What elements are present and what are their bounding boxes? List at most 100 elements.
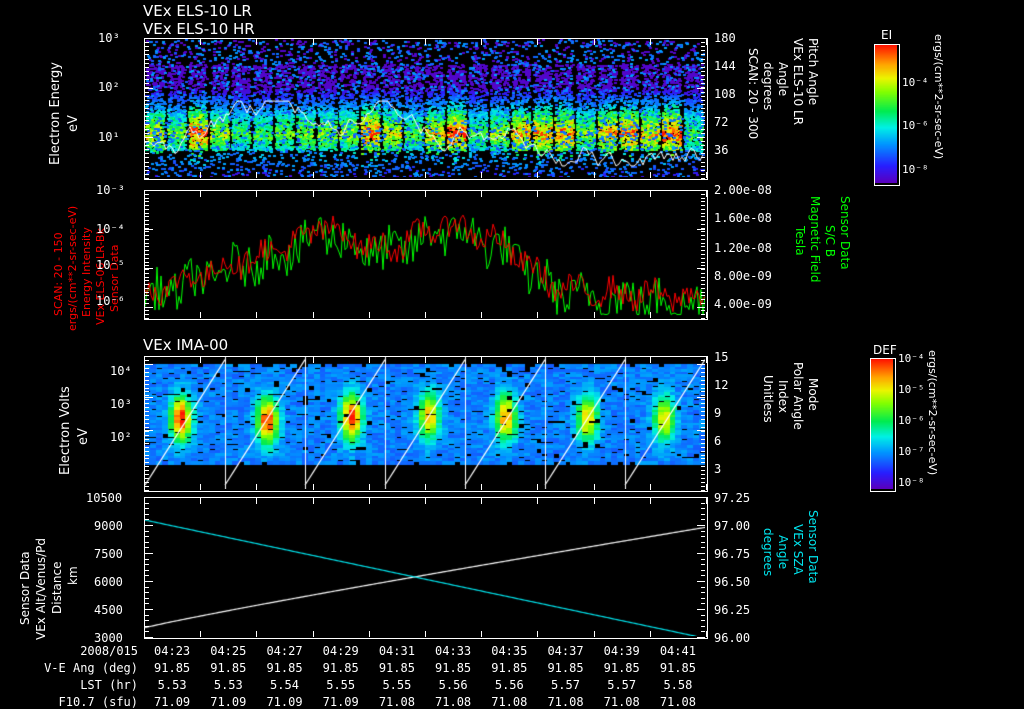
axis-minor-tick (701, 190, 705, 191)
time-axis-tick (200, 357, 202, 363)
ion-spectrogram-plot[interactable] (144, 356, 708, 492)
axis-minor-tick (145, 132, 149, 134)
time-axis-tick (425, 39, 426, 45)
axis-minor-tick (701, 434, 705, 436)
axis-minor-tick (145, 257, 149, 259)
footer-row-label: V-E Ang (deg) (44, 661, 138, 675)
axis-minor-tick (145, 306, 149, 308)
panel4-right-axis-label-1: Sensor Data (806, 510, 820, 584)
axis-minor-tick (145, 50, 149, 52)
axis-minor-tick (701, 91, 705, 93)
axis-minor-tick (145, 356, 149, 357)
panel3-title: VEx IMA-00 (143, 336, 229, 354)
panel1-ytick-1: 10² (98, 80, 120, 94)
panel1-y2tick-0: 180 (714, 31, 736, 45)
electron-energy-spectrogram-plot[interactable] (144, 38, 708, 180)
energy-intensity-magnetic-field-plot[interactable] (144, 190, 708, 320)
footer-cell: 71.09 (210, 695, 247, 709)
time-axis-tick (368, 631, 370, 637)
axis-minor-tick (145, 442, 149, 444)
axis-minor-tick (145, 128, 149, 130)
time-axis-tick (256, 484, 258, 490)
time-axis-tick (537, 191, 539, 197)
axis-tick (145, 229, 153, 231)
axis-minor-tick (701, 519, 705, 521)
panel2-y2tick-0: 2.00e-08 (714, 183, 772, 197)
time-axis-tick (593, 498, 595, 504)
panel4-y2tick-2: 96.75 (714, 547, 751, 561)
time-axis-tick (144, 172, 145, 178)
panel2-y2tick-3: 8.00e-09 (714, 269, 772, 283)
axis-minor-tick (701, 458, 705, 460)
time-axis-tick (537, 357, 539, 363)
time-axis-tick (481, 39, 483, 45)
axis-minor-tick (701, 108, 705, 109)
axis-minor-tick (145, 173, 149, 175)
axis-minor-tick (701, 426, 705, 428)
axis-minor-tick (145, 153, 149, 155)
axis-tick (145, 364, 153, 366)
axis-minor-tick (145, 438, 149, 440)
axis-minor-tick (701, 403, 705, 405)
axis-minor-tick (145, 536, 149, 538)
panel3-ytick-2: 10² (110, 430, 132, 444)
axis-minor-tick (145, 318, 149, 319)
axis-minor-tick (145, 38, 149, 39)
axis-minor-tick (145, 379, 149, 381)
axis-minor-tick (145, 261, 149, 263)
time-axis-tick (425, 498, 426, 504)
altitude-sza-plot[interactable] (144, 497, 708, 639)
axis-tick (145, 38, 153, 39)
footer-cell: 91.85 (322, 661, 359, 675)
panel1-right-axis-label-4: degrees (761, 62, 775, 111)
axis-minor-tick (701, 128, 705, 130)
time-axis-tick (256, 39, 258, 45)
panel1-y2tick-1: 144 (714, 59, 736, 73)
axis-minor-tick (145, 140, 149, 142)
ei-colorbar (874, 44, 900, 186)
axis-minor-tick (701, 442, 705, 444)
axis-minor-tick (145, 149, 149, 151)
time-axis-tick (593, 172, 595, 178)
footer-cell: 04:33 (435, 644, 472, 658)
axis-minor-tick (145, 70, 149, 72)
axis-minor-tick (701, 620, 705, 622)
axis-minor-tick (701, 227, 705, 229)
axis-minor-tick (145, 415, 149, 417)
axis-minor-tick (701, 205, 705, 207)
axis-minor-tick (145, 124, 149, 126)
axis-minor-tick (145, 470, 149, 472)
panel3-y2tick-0: 15 (714, 350, 729, 364)
ei-colorbar-units: ergs/(cm**2-sr-sec-eV) (932, 34, 945, 160)
axis-tick (145, 497, 153, 498)
axis-minor-tick (145, 603, 149, 605)
time-axis-tick (425, 172, 426, 178)
footer-cell: 04:27 (266, 644, 303, 658)
axis-minor-tick (145, 99, 149, 101)
panel2-y2tick-2: 1.20e-08 (714, 241, 772, 255)
time-axis-tick (256, 191, 258, 197)
axis-minor-tick (145, 103, 149, 105)
time-axis-tick (593, 312, 595, 318)
axis-minor-tick (701, 87, 705, 89)
axis-minor-tick (701, 302, 705, 304)
axis-minor-tick (701, 116, 705, 118)
axis-tick (145, 190, 153, 191)
footer-cell: 71.08 (491, 695, 528, 709)
time-axis-tick (425, 357, 426, 363)
axis-minor-tick (145, 310, 149, 312)
panel1-ytick-2: 10¹ (98, 130, 120, 144)
axis-minor-tick (701, 631, 705, 633)
footer-row-label: F10.7 (sfu) (58, 695, 138, 709)
axis-tick (697, 137, 705, 139)
panel4-ytick-0: 10500 (86, 491, 123, 505)
axis-minor-tick (701, 242, 705, 244)
axis-minor-tick (145, 581, 149, 582)
time-axis-tick (481, 191, 483, 197)
panel2-ytick-3: 10⁻⁶ (96, 294, 125, 308)
axis-minor-tick (701, 265, 705, 267)
axis-minor-tick (145, 575, 149, 577)
axis-minor-tick (145, 502, 149, 504)
axis-minor-tick (145, 530, 149, 532)
panel1-ytick-0: 10³ (98, 31, 120, 45)
